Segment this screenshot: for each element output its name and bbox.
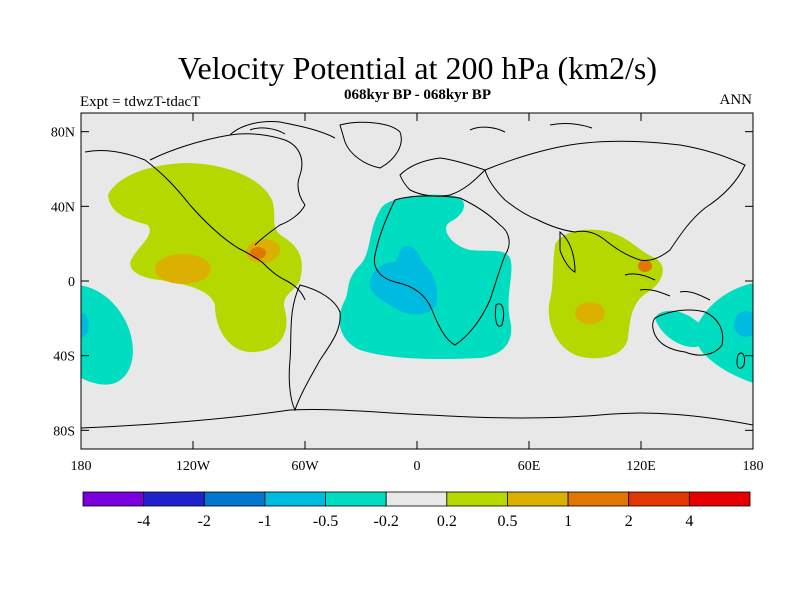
indian-ocean-core [575, 302, 605, 324]
colorbar-label: 0.5 [497, 513, 517, 530]
lon-tick-label: 120E [626, 459, 656, 474]
colorbar-swatch [264, 491, 326, 507]
western-pacific-core [734, 311, 753, 337]
colorbar-label: -2 [198, 513, 211, 530]
coastlines [81, 121, 753, 429]
lon-tick-label: 180 [743, 459, 764, 474]
maritime-continent-peak [638, 260, 652, 272]
eastern-pacific-core [155, 254, 211, 284]
indian-ocean-positive [548, 229, 663, 359]
lat-tick-label: 0 [68, 275, 75, 290]
colorbar-label: -4 [137, 513, 150, 530]
lat-tick-label: 80N [51, 126, 75, 141]
lat-tick-label: 40N [51, 200, 75, 215]
map-title: Velocity Potential at 200 hPa (km2/s) [177, 50, 658, 86]
gulf-of-guinea-core [369, 246, 438, 315]
lon-tick-label: 0 [414, 459, 421, 474]
colorbar-swatch [82, 491, 145, 507]
colorbar-swatch [628, 491, 690, 507]
colorbar-label: 2 [625, 513, 633, 530]
season-label: ANN [719, 92, 753, 108]
colorbar-swatch [688, 491, 751, 507]
colorbar-label: -1 [258, 513, 271, 530]
lat-tick-label: 40S [53, 350, 75, 365]
colorbar-swatch [507, 491, 569, 507]
lon-tick-label: 180 [71, 459, 92, 474]
colorbar-label: 0.2 [437, 513, 457, 530]
eastern-pacific-positive [108, 163, 302, 353]
colorbar-label: 1 [564, 513, 572, 530]
lon-tick-label: 60E [518, 459, 541, 474]
colorbar-swatch [143, 491, 205, 507]
colorbar-label: -0.2 [374, 513, 399, 530]
colorbar: -4 -2 -1 -0.5 -0.2 0.2 0.5 1 2 4 [82, 491, 751, 530]
colorbar-swatch [446, 491, 508, 507]
experiment-label: Expt = tdwzT-tdacT [80, 94, 201, 110]
colorbar-label: -0.5 [313, 513, 338, 530]
lon-tick-label: 120W [176, 459, 211, 474]
western-pacific-negative [695, 283, 753, 383]
longitude-axis: 180 120W 60W 0 60E 120E 180 [71, 113, 764, 474]
dateline-core-west [81, 313, 89, 337]
colorbar-swatch [385, 491, 448, 507]
colorbar-swatch [567, 491, 630, 507]
anomaly-field [81, 121, 753, 429]
colorbar-swatch [203, 491, 266, 507]
colorbar-label: 4 [685, 513, 693, 530]
map-subtitle: 068kyr BP - 068kyr BP [344, 87, 491, 103]
colorbar-swatch [325, 491, 387, 507]
latitude-axis: 80N 40N 0 40S 80S [51, 126, 753, 439]
caribbean-peak [250, 247, 266, 259]
western-pacific-negative-tongue [655, 310, 707, 348]
dateline-negative-west [81, 285, 133, 385]
lon-tick-label: 60W [291, 459, 319, 474]
lat-tick-label: 80S [53, 424, 75, 439]
